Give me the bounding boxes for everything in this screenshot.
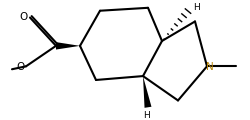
Polygon shape — [142, 76, 151, 108]
Text: O: O — [17, 62, 25, 72]
Text: O: O — [20, 12, 28, 22]
Text: N: N — [205, 62, 213, 72]
Polygon shape — [56, 42, 80, 50]
Text: H: H — [143, 111, 150, 120]
Text: H: H — [193, 3, 200, 12]
